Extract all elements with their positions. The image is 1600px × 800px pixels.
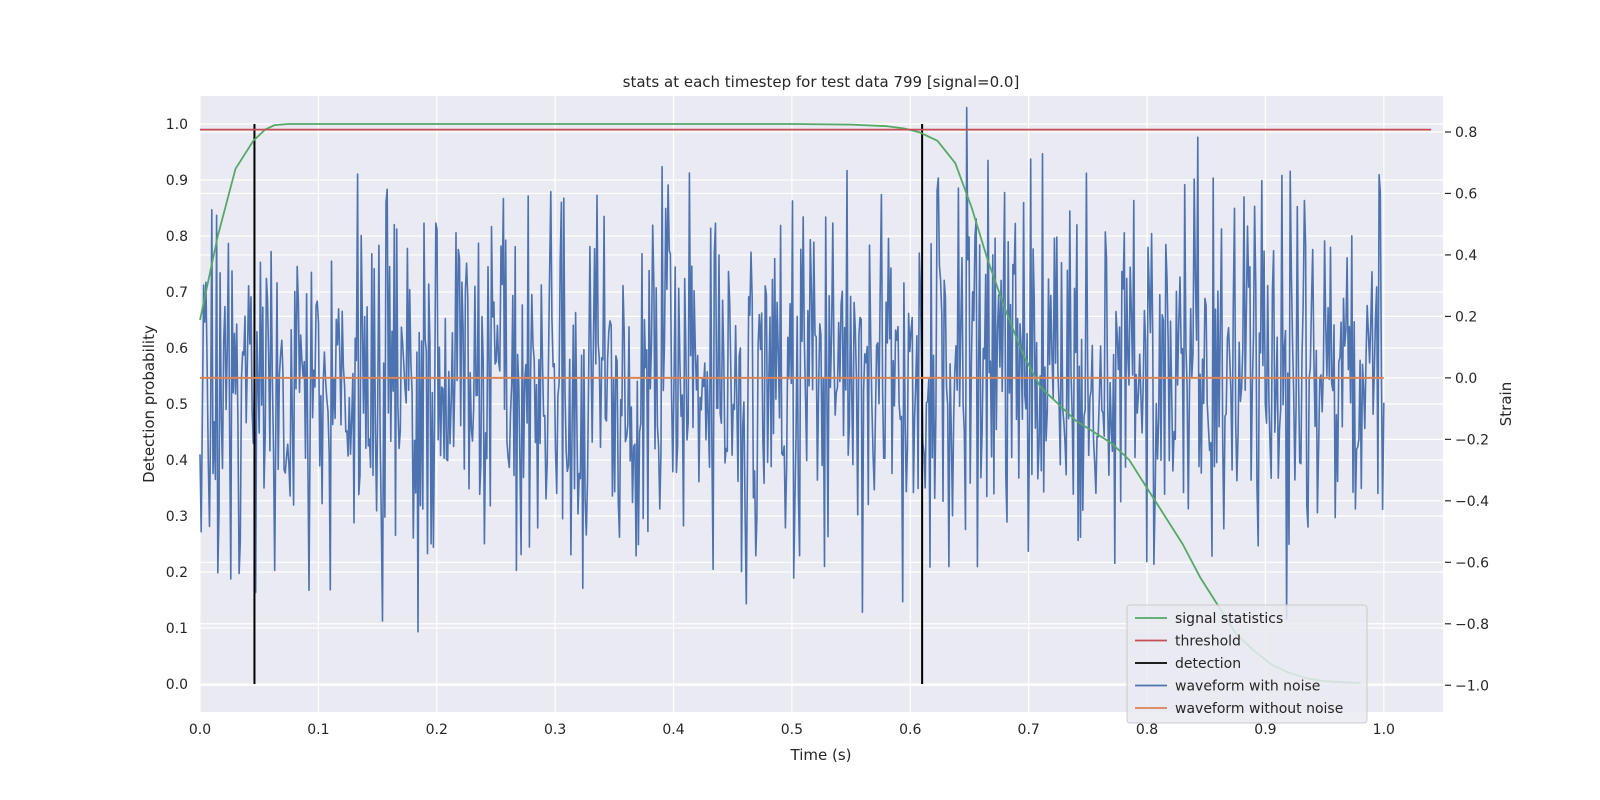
x-tick-label: 0.5 <box>781 722 803 738</box>
x-tick-label: 0.1 <box>307 722 329 738</box>
y-tick-label: 0.1 <box>166 621 188 637</box>
y-tick-label: 0.6 <box>166 341 188 357</box>
y-tick-label: 1.0 <box>166 117 188 133</box>
x-tick-label: 0.4 <box>662 722 684 738</box>
y2-tick-label: 0.8 <box>1455 125 1477 141</box>
y2-tick-label: 0.2 <box>1455 309 1477 325</box>
y-tick-label: 0.5 <box>166 397 188 413</box>
y2-axis-title: Strain <box>1497 382 1515 426</box>
y2-tick-label: −0.6 <box>1455 555 1489 571</box>
legend-label: waveform without noise <box>1175 701 1343 717</box>
y2-tick-label: 0.0 <box>1455 371 1477 387</box>
y-tick-label: 0.7 <box>166 285 188 301</box>
y-axis-title: Detection probability <box>140 325 158 483</box>
x-tick-label: 0.8 <box>1136 722 1158 738</box>
x-tick-label: 0.6 <box>899 722 921 738</box>
y2-tick-label: 0.4 <box>1455 248 1477 264</box>
chart-title: stats at each timestep for test data 799… <box>623 73 1020 91</box>
x-tick-label: 0.7 <box>1018 722 1040 738</box>
x-tick-label: 0.3 <box>544 722 566 738</box>
y-tick-label: 0.2 <box>166 565 188 581</box>
y-tick-label: 0.8 <box>166 229 188 245</box>
y2-tick-label: −0.4 <box>1455 494 1489 510</box>
y2-tick-label: −0.2 <box>1455 432 1489 448</box>
legend-label: signal statistics <box>1175 611 1283 627</box>
legend-box <box>1126 604 1368 724</box>
y-axis-left: 0.0 0.1 0.2 0.3 0.4 0.5 0.6 0.7 0.8 0.9 1.0 <box>166 117 188 693</box>
y2-tick-label: −0.8 <box>1455 617 1489 633</box>
series-layer <box>199 106 1432 684</box>
x-tick-label: 1.0 <box>1373 722 1395 738</box>
y-tick-label: 0.0 <box>166 677 188 693</box>
y-tick-label: 0.9 <box>166 173 188 189</box>
legend-label: threshold <box>1175 634 1241 650</box>
x-tick-label: 0.9 <box>1254 722 1276 738</box>
x-axis: 0.0 0.1 0.2 0.3 0.4 0.5 0.6 0.7 0.8 0.9 1.0 <box>189 722 1395 738</box>
x-axis-title: Time (s) <box>790 746 852 764</box>
legend-label: detection <box>1175 656 1241 672</box>
y2-tick-label: −1.0 <box>1455 678 1489 694</box>
y-tick-label: 0.4 <box>166 453 188 469</box>
y-axis-right: −1.0 −0.8 −0.6 −0.4 −0.2 0.0 0.2 0.4 0.6 0.8 <box>1445 125 1489 694</box>
x-tick-label: 0.2 <box>426 722 448 738</box>
waveform-with-noise-line <box>199 106 1385 633</box>
y2-tick-label: 0.6 <box>1455 186 1477 202</box>
y-tick-label: 0.3 <box>166 509 188 525</box>
x-tick-label: 0.0 <box>189 722 211 738</box>
legend-label: waveform with noise <box>1175 679 1320 695</box>
legend: signal statistics threshold detection wavef… <box>1126 604 1368 724</box>
